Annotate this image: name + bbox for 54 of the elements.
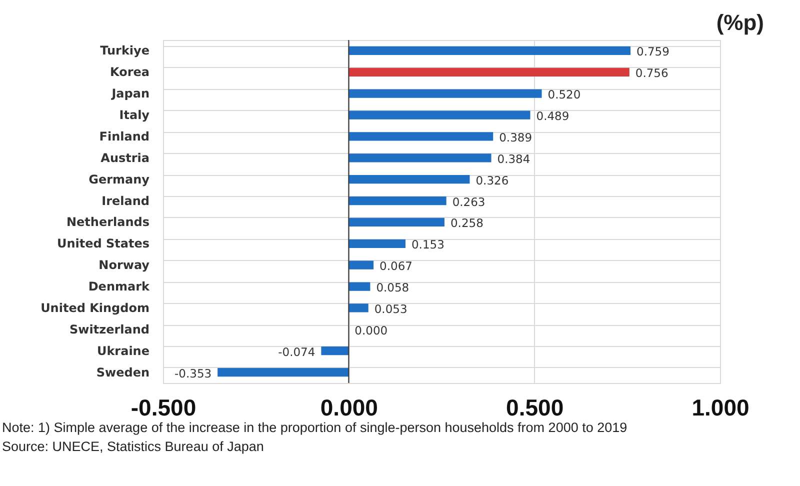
text: Note: 1) Simple average of the increase in the proportion of single-person households from 2000 to 2019 — [2, 419, 628, 437]
bar — [348, 89, 542, 98]
data-label: 0.326 — [476, 173, 509, 188]
data-label: 0.000 — [354, 323, 388, 338]
data-label: 0.263 — [452, 194, 486, 209]
data-label: 0.759 — [636, 44, 670, 59]
data-label: 0.258 — [450, 216, 484, 230]
y-tick-label: Netherlands — [66, 215, 150, 230]
x-tick-label: 0.000 — [320, 394, 378, 420]
bar — [348, 175, 470, 184]
y-tick-label: United States — [56, 236, 150, 251]
y-tick-label: Germany — [88, 172, 150, 186]
data-label: 0.067 — [380, 259, 412, 274]
data-label: 0.520 — [548, 88, 581, 102]
bar — [348, 260, 374, 270]
data-label: 0.053 — [374, 302, 408, 316]
bar — [348, 239, 406, 248]
y-tick-label: United Kingdom — [40, 300, 150, 315]
y-tick-label: Denmark — [88, 280, 151, 294]
bar — [348, 304, 368, 312]
data-label: 0.756 — [635, 66, 668, 80]
bar — [348, 68, 630, 76]
bar — [321, 346, 349, 356]
data-label: 0.153 — [411, 238, 444, 252]
source-note: Source: UNECE, Statistics Bureau of Japan — [2, 438, 265, 456]
data-label: -0.353 — [174, 366, 212, 380]
y-tick-label: Korea — [110, 65, 150, 80]
bar — [348, 154, 492, 162]
y-tick-label: Ukraine — [96, 344, 150, 358]
bar — [348, 132, 494, 141]
x-tick-label: 0.500 — [506, 394, 564, 420]
bar — [348, 46, 631, 56]
bar — [348, 110, 530, 120]
data-label: 0.489 — [536, 109, 570, 124]
y-tick-label: Italy — [119, 108, 150, 122]
y-tick-label: Finland — [99, 129, 150, 144]
y-tick-label: Austria — [100, 150, 150, 165]
y-tick-label: Norway — [98, 258, 150, 272]
y-tick-label: Japan — [110, 86, 150, 101]
x-tick-label: 1.000 — [692, 394, 750, 420]
x-axis-title: (%p) — [716, 10, 764, 36]
y-tick-label: Sweden — [96, 365, 150, 380]
x-tick-label: -0.500 — [130, 394, 196, 420]
data-label: 0.384 — [497, 152, 530, 166]
bar — [348, 218, 444, 227]
y-tick-label: Ireland — [102, 194, 150, 208]
data-label: -0.074 — [278, 344, 316, 359]
bar — [348, 196, 446, 206]
data-label: 0.058 — [376, 280, 410, 295]
bar — [348, 282, 370, 291]
y-tick-label: Turkiye — [100, 44, 150, 58]
bar — [218, 368, 349, 377]
data-label: 0.389 — [499, 130, 532, 144]
y-tick-label: Switzerland — [70, 322, 150, 336]
